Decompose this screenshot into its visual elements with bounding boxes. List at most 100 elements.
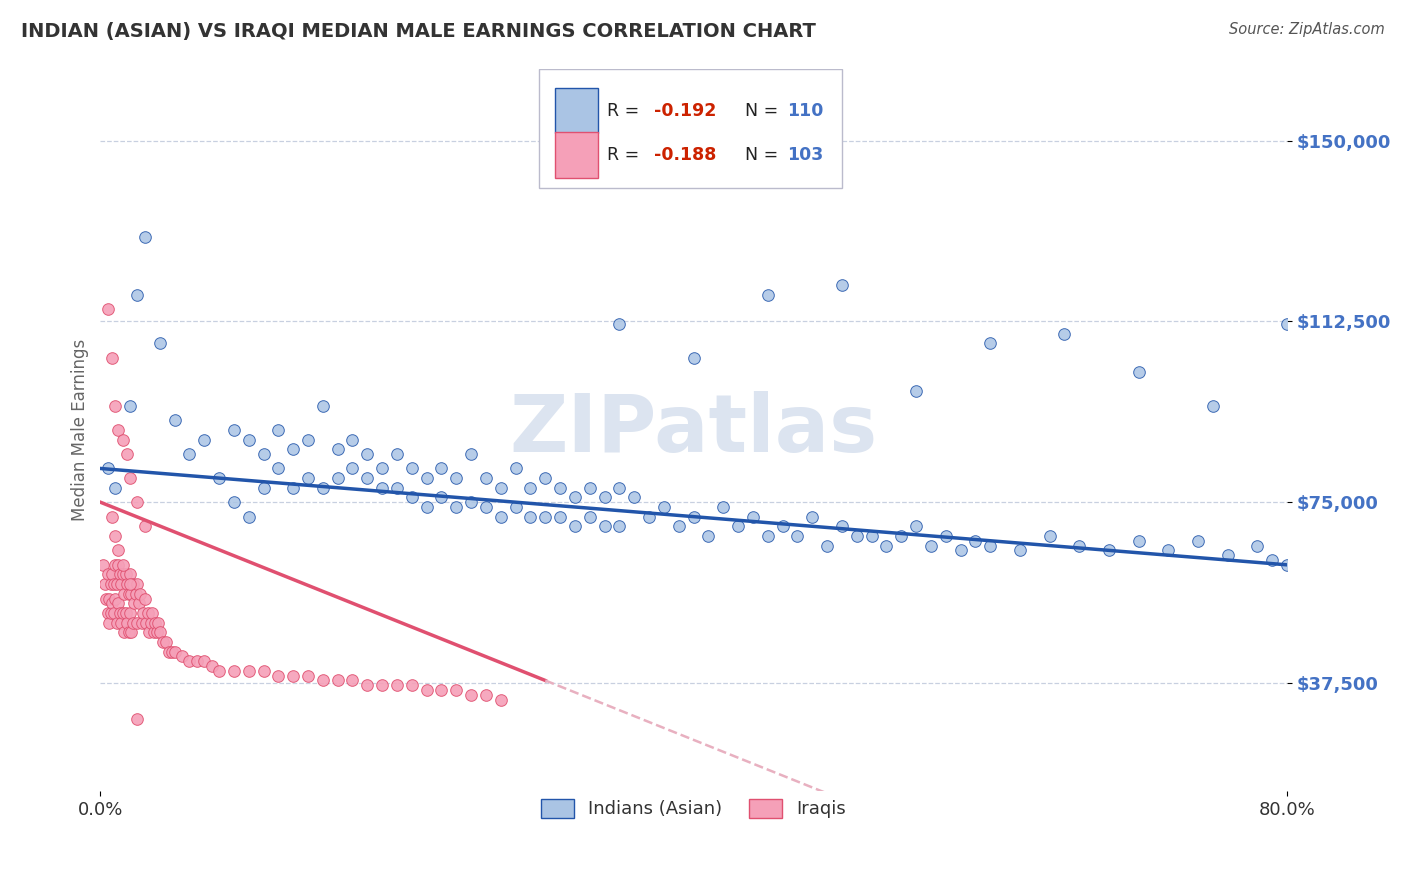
Point [505, 461, 527, 475]
Point [143, 615, 166, 630]
Point [1008, 543, 1031, 558]
Point [1216, 548, 1239, 562]
Point [815, 539, 838, 553]
Point [267, 668, 290, 682]
Text: -0.188: -0.188 [654, 146, 717, 164]
Point [122, 615, 145, 630]
Point [101, 596, 124, 610]
Point [267, 423, 290, 437]
Point [111, 558, 134, 572]
Point [267, 461, 290, 475]
Point [652, 500, 675, 514]
Point [578, 481, 600, 495]
Point [121, 587, 143, 601]
Point [105, 577, 128, 591]
Point [297, 668, 319, 682]
Point [107, 558, 129, 572]
Point [609, 481, 631, 495]
Point [163, 413, 186, 427]
Text: R =: R = [607, 146, 645, 164]
Point [179, 447, 201, 461]
Point [342, 673, 364, 688]
Point [107, 543, 129, 558]
Point [756, 529, 779, 543]
Point [609, 519, 631, 533]
Text: INDIAN (ASIAN) VS IRAQI MEDIAN MALE EARNINGS CORRELATION CHART: INDIAN (ASIAN) VS IRAQI MEDIAN MALE EARN… [21, 22, 815, 41]
Point [415, 683, 437, 698]
Point [132, 606, 155, 620]
Point [105, 615, 128, 630]
Point [200, 659, 222, 673]
Point [534, 471, 557, 485]
Point [186, 654, 208, 668]
Point [371, 481, 394, 495]
Point [129, 587, 152, 601]
Point [326, 442, 349, 457]
Point [103, 577, 125, 591]
Point [312, 673, 335, 688]
Point [460, 688, 482, 702]
Text: 110: 110 [787, 102, 824, 120]
Point [101, 567, 124, 582]
Point [114, 567, 136, 582]
Point [519, 509, 541, 524]
Point [890, 529, 912, 543]
Point [118, 471, 141, 485]
Point [135, 615, 157, 630]
Point [127, 288, 149, 302]
Point [128, 596, 150, 610]
Point [460, 495, 482, 509]
Point [475, 471, 498, 485]
Point [98, 615, 121, 630]
Point [786, 529, 808, 543]
Point [1128, 533, 1150, 548]
Point [160, 644, 183, 658]
Point [312, 399, 335, 413]
Point [103, 606, 125, 620]
FancyBboxPatch shape [540, 69, 842, 188]
Point [170, 649, 193, 664]
Point [118, 399, 141, 413]
Point [104, 591, 127, 606]
Point [134, 591, 156, 606]
Point [772, 519, 794, 533]
Point [145, 625, 167, 640]
Point [342, 433, 364, 447]
Point [1098, 543, 1121, 558]
Point [124, 596, 146, 610]
Point [157, 644, 180, 658]
Text: N =: N = [734, 146, 783, 164]
Point [831, 519, 853, 533]
Point [668, 519, 690, 533]
Point [149, 625, 172, 640]
Point [104, 529, 127, 543]
Point [114, 606, 136, 620]
Point [127, 615, 149, 630]
Point [104, 481, 127, 495]
Text: -0.192: -0.192 [654, 102, 717, 120]
Point [297, 471, 319, 485]
Point [430, 491, 453, 505]
Point [371, 461, 394, 475]
Point [112, 625, 135, 640]
Point [905, 384, 928, 399]
Point [111, 433, 134, 447]
Point [238, 509, 260, 524]
Point [118, 606, 141, 620]
Point [115, 577, 138, 591]
Point [742, 509, 765, 524]
Point [430, 683, 453, 698]
Point [115, 615, 138, 630]
Point [222, 664, 245, 678]
Point [136, 606, 159, 620]
Point [193, 433, 215, 447]
Point [112, 587, 135, 601]
Point [100, 606, 122, 620]
Point [118, 567, 141, 582]
Point [104, 558, 127, 572]
Point [401, 461, 423, 475]
Point [1202, 399, 1225, 413]
Point [1069, 539, 1091, 553]
Point [101, 509, 124, 524]
Point [638, 509, 661, 524]
